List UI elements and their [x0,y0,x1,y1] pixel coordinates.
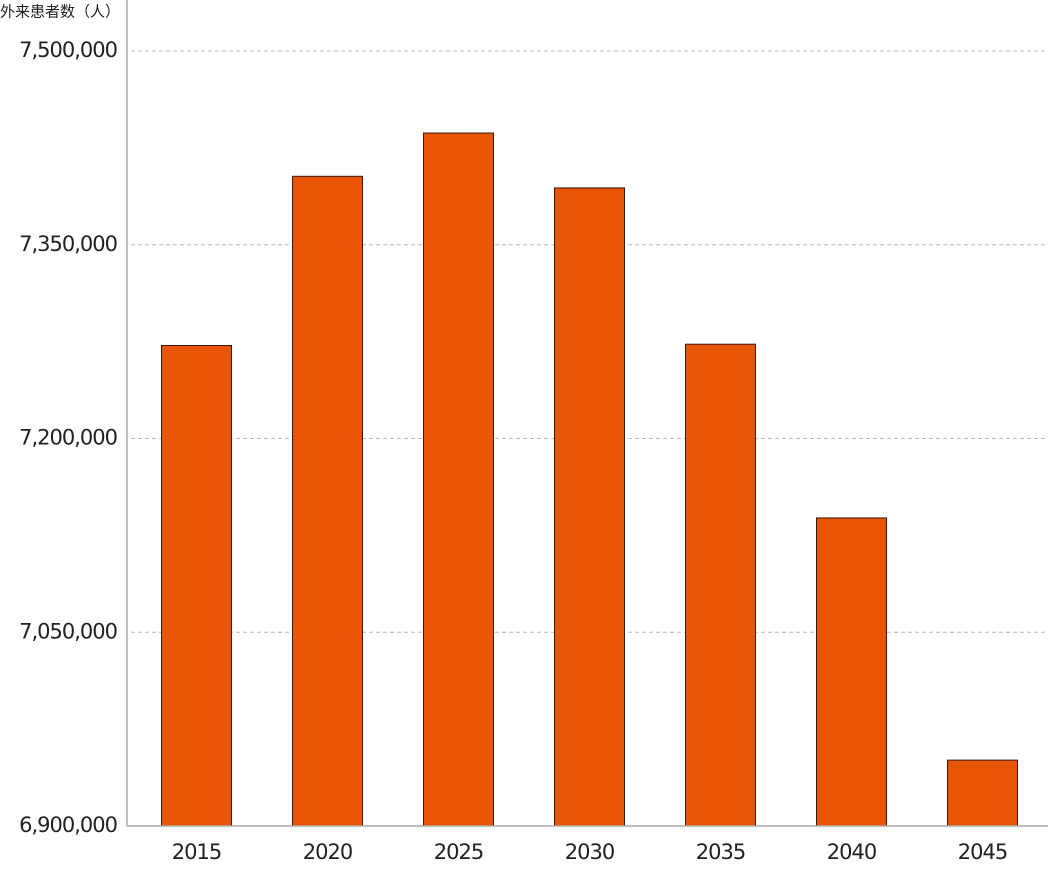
y-tick-label: 7,200,000 [19,426,117,450]
x-tick-label: 2030 [565,840,614,864]
bar [161,345,232,827]
y-axis-title: 外来患者数（人） [0,3,120,21]
x-tick-label: 2020 [303,840,352,864]
x-tick-label: 2015 [172,840,221,864]
bar [554,187,625,827]
bar [292,175,363,827]
y-tick-label: 7,050,000 [19,619,117,643]
bar [947,759,1018,827]
y-tick-label: 7,500,000 [19,38,117,62]
x-tick-label: 2025 [434,840,483,864]
y-tick-label: 7,350,000 [19,232,117,256]
bar [423,132,494,827]
x-tick-label: 2035 [696,840,745,864]
y-tick-label: 6,900,000 [19,813,117,837]
bar [685,343,756,827]
x-tick-label: 2045 [958,840,1007,864]
x-tick-label: 2040 [827,840,876,864]
bar [816,517,887,827]
